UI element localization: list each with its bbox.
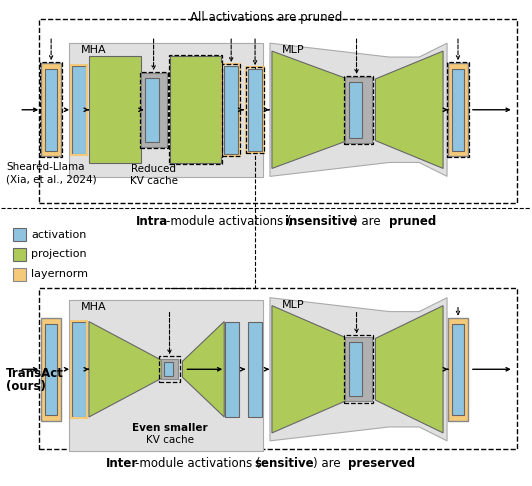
Bar (452, 324, 464, 415)
Bar (163, 363, 173, 376)
Text: MLP: MLP (282, 45, 304, 55)
Bar (344, 76, 373, 143)
Bar (69, 43, 263, 177)
Bar (224, 66, 238, 154)
Text: activation: activation (31, 229, 87, 240)
Bar (248, 322, 262, 417)
Bar (140, 73, 167, 147)
Text: MHA: MHA (81, 45, 106, 55)
Bar (159, 356, 180, 382)
Bar (448, 317, 468, 421)
Bar (39, 288, 517, 449)
Text: (ours): (ours) (6, 380, 46, 393)
Bar (448, 63, 468, 156)
Bar (41, 63, 61, 156)
Text: -module activations (: -module activations ( (135, 457, 260, 470)
Text: projection: projection (31, 249, 87, 260)
Text: insensitive: insensitive (285, 215, 357, 228)
Text: Even smaller: Even smaller (132, 423, 207, 433)
Bar (348, 82, 362, 138)
Bar (13, 268, 26, 281)
Polygon shape (270, 298, 447, 441)
Bar (345, 337, 372, 401)
Bar (140, 72, 168, 148)
Text: preserved: preserved (347, 457, 415, 470)
Bar (69, 300, 263, 451)
Bar (222, 64, 240, 156)
Polygon shape (13, 248, 26, 261)
Bar (41, 317, 61, 421)
Bar (344, 335, 373, 403)
Bar (248, 69, 262, 151)
Polygon shape (89, 322, 163, 417)
Text: Sheared-Llama: Sheared-Llama (6, 162, 85, 173)
Bar (89, 56, 140, 163)
Bar (45, 324, 57, 415)
Polygon shape (270, 43, 447, 176)
Bar (13, 228, 26, 241)
Text: ) are: ) are (313, 457, 344, 470)
Polygon shape (182, 322, 224, 417)
Text: Intra: Intra (136, 215, 168, 228)
Text: sensitive: sensitive (254, 457, 314, 470)
Polygon shape (272, 51, 347, 169)
Bar (40, 62, 62, 157)
Text: KV cache: KV cache (146, 435, 194, 445)
Bar (169, 55, 222, 164)
Bar (222, 64, 240, 156)
Polygon shape (376, 51, 443, 169)
Bar (246, 67, 264, 153)
Text: -module activations (: -module activations ( (165, 215, 291, 228)
Text: layernorm: layernorm (31, 269, 88, 279)
Text: MHA: MHA (81, 302, 106, 312)
Bar (72, 322, 86, 417)
Bar (447, 62, 469, 157)
Text: KV cache: KV cache (130, 176, 178, 187)
Bar (246, 67, 264, 153)
Text: MLP: MLP (282, 300, 304, 310)
Bar (71, 321, 87, 418)
Text: Reduced: Reduced (131, 164, 176, 174)
Text: All activations are pruned: All activations are pruned (190, 11, 342, 24)
Bar (170, 56, 221, 163)
Text: TransAct: TransAct (6, 367, 64, 380)
Bar (72, 66, 86, 154)
Bar (39, 19, 517, 203)
Polygon shape (376, 306, 443, 433)
Bar (145, 78, 159, 141)
Bar (452, 69, 464, 151)
Text: ) are: ) are (353, 215, 384, 228)
Text: pruned: pruned (389, 215, 437, 228)
Bar (225, 322, 239, 417)
Bar (71, 65, 87, 155)
Bar (345, 77, 372, 142)
Bar (348, 343, 362, 396)
Text: Inter: Inter (106, 457, 138, 470)
Bar (45, 69, 57, 151)
Polygon shape (272, 306, 347, 433)
Bar (161, 359, 178, 379)
Text: (Xia, et al., 2024): (Xia, et al., 2024) (6, 174, 97, 184)
